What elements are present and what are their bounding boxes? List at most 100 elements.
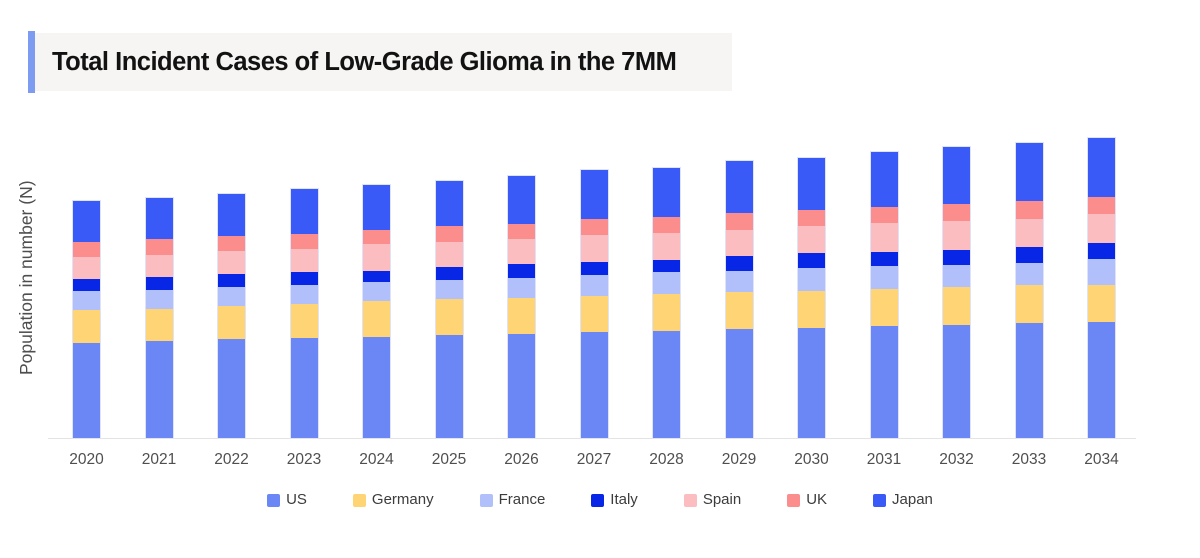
bar-segment-spain-2021[interactable] (145, 255, 173, 277)
bar-segment-germany-2022[interactable] (218, 306, 245, 339)
bar-segment-japan-2024[interactable] (363, 185, 390, 230)
bar-segment-germany-2023[interactable] (290, 304, 318, 338)
bar-segment-japan-2022[interactable] (218, 194, 245, 236)
bar-segment-italy-2026[interactable] (508, 264, 535, 278)
bar-segment-us-2031[interactable] (870, 326, 898, 438)
bar-segment-japan-2030[interactable] (798, 158, 825, 210)
bar-segment-japan-2034[interactable] (1088, 138, 1115, 197)
bar-segment-japan-2032[interactable] (943, 147, 970, 204)
bar-segment-italy-2022[interactable] (218, 274, 245, 287)
bar-segment-italy-2021[interactable] (145, 277, 173, 290)
bar-segment-uk-2030[interactable] (798, 210, 825, 226)
bar-segment-italy-2028[interactable] (653, 260, 680, 272)
bar-segment-germany-2033[interactable] (1015, 285, 1043, 323)
legend-item-japan[interactable]: Japan (873, 492, 933, 508)
bar-segment-us-2027[interactable] (580, 332, 608, 438)
bar-segment-uk-2022[interactable] (218, 236, 245, 251)
bar-segment-spain-2027[interactable] (580, 235, 608, 262)
bar-segment-japan-2021[interactable] (145, 198, 173, 239)
bar-segment-uk-2032[interactable] (943, 204, 970, 221)
bar-segment-italy-2033[interactable] (1015, 247, 1043, 263)
bar-segment-uk-2033[interactable] (1015, 201, 1043, 219)
bar-2030[interactable] (797, 157, 826, 438)
bar-segment-us-2032[interactable] (943, 325, 970, 438)
bar-2031[interactable] (869, 151, 899, 438)
bar-segment-italy-2020[interactable] (73, 279, 100, 291)
bar-segment-italy-2023[interactable] (290, 272, 318, 285)
bar-segment-japan-2029[interactable] (725, 161, 753, 213)
bar-segment-spain-2026[interactable] (508, 239, 535, 264)
bar-segment-japan-2033[interactable] (1015, 143, 1043, 201)
bar-segment-us-2021[interactable] (145, 341, 173, 438)
bar-2020[interactable] (72, 200, 101, 438)
bar-segment-italy-2030[interactable] (798, 253, 825, 268)
bar-segment-germany-2025[interactable] (435, 299, 463, 335)
bar-2028[interactable] (652, 167, 681, 438)
bar-segment-uk-2028[interactable] (653, 217, 680, 233)
bar-segment-us-2030[interactable] (798, 328, 825, 438)
legend-item-spain[interactable]: Spain (683, 492, 741, 508)
bar-segment-france-2034[interactable] (1088, 259, 1115, 285)
bar-segment-uk-2029[interactable] (725, 213, 753, 230)
bar-segment-germany-2021[interactable] (145, 309, 173, 341)
bar-2032[interactable] (942, 146, 971, 438)
bar-segment-uk-2025[interactable] (435, 226, 463, 242)
bar-segment-us-2034[interactable] (1088, 322, 1115, 438)
bar-segment-germany-2020[interactable] (73, 310, 100, 343)
bar-segment-spain-2025[interactable] (435, 242, 463, 267)
bar-segment-france-2033[interactable] (1015, 263, 1043, 285)
bar-segment-uk-2026[interactable] (508, 224, 535, 239)
bar-2026[interactable] (507, 175, 536, 438)
legend-item-germany[interactable]: Germany (352, 492, 434, 508)
bar-segment-uk-2031[interactable] (870, 207, 898, 223)
bar-segment-italy-2029[interactable] (725, 256, 753, 271)
bar-segment-spain-2024[interactable] (363, 244, 390, 271)
bar-segment-spain-2022[interactable] (218, 251, 245, 274)
bar-segment-spain-2030[interactable] (798, 226, 825, 253)
bar-segment-france-2025[interactable] (435, 280, 463, 299)
bar-2027[interactable] (579, 169, 609, 438)
bar-segment-us-2023[interactable] (290, 338, 318, 438)
bar-segment-japan-2020[interactable] (73, 201, 100, 242)
bar-segment-france-2031[interactable] (870, 266, 898, 289)
bar-segment-spain-2033[interactable] (1015, 219, 1043, 247)
bar-segment-italy-2032[interactable] (943, 250, 970, 265)
bar-segment-italy-2031[interactable] (870, 252, 898, 266)
bar-segment-uk-2024[interactable] (363, 230, 390, 244)
bar-segment-us-2025[interactable] (435, 335, 463, 438)
bar-segment-uk-2027[interactable] (580, 219, 608, 235)
bar-2025[interactable] (434, 180, 464, 438)
bar-segment-japan-2028[interactable] (653, 168, 680, 217)
bar-segment-uk-2034[interactable] (1088, 197, 1115, 214)
bar-2024[interactable] (362, 184, 391, 438)
bar-2022[interactable] (217, 193, 246, 438)
legend-item-italy[interactable]: Italy (591, 492, 638, 508)
bar-segment-spain-2031[interactable] (870, 223, 898, 252)
legend-item-us[interactable]: US (267, 492, 307, 508)
bar-segment-france-2026[interactable] (508, 278, 535, 298)
bar-segment-germany-2026[interactable] (508, 298, 535, 334)
bar-segment-france-2023[interactable] (290, 285, 318, 304)
bar-segment-japan-2026[interactable] (508, 176, 535, 224)
bar-segment-italy-2027[interactable] (580, 262, 608, 275)
bar-segment-us-2020[interactable] (73, 343, 100, 438)
bar-segment-france-2021[interactable] (145, 290, 173, 309)
bar-segment-spain-2029[interactable] (725, 230, 753, 256)
bar-segment-us-2024[interactable] (363, 337, 390, 438)
bar-segment-japan-2027[interactable] (580, 170, 608, 219)
bar-segment-us-2029[interactable] (725, 329, 753, 438)
bar-segment-japan-2025[interactable] (435, 181, 463, 226)
bar-segment-france-2029[interactable] (725, 271, 753, 292)
bar-segment-us-2033[interactable] (1015, 323, 1043, 438)
bar-segment-france-2030[interactable] (798, 268, 825, 291)
bar-segment-france-2032[interactable] (943, 265, 970, 287)
bar-segment-spain-2020[interactable] (73, 257, 100, 279)
bar-segment-italy-2024[interactable] (363, 271, 390, 282)
bar-2021[interactable] (144, 197, 174, 438)
bar-segment-japan-2023[interactable] (290, 189, 318, 234)
bar-segment-spain-2034[interactable] (1088, 214, 1115, 243)
bar-segment-us-2026[interactable] (508, 334, 535, 438)
bar-segment-france-2024[interactable] (363, 282, 390, 301)
bar-segment-france-2022[interactable] (218, 287, 245, 306)
legend-item-uk[interactable]: UK (787, 492, 827, 508)
